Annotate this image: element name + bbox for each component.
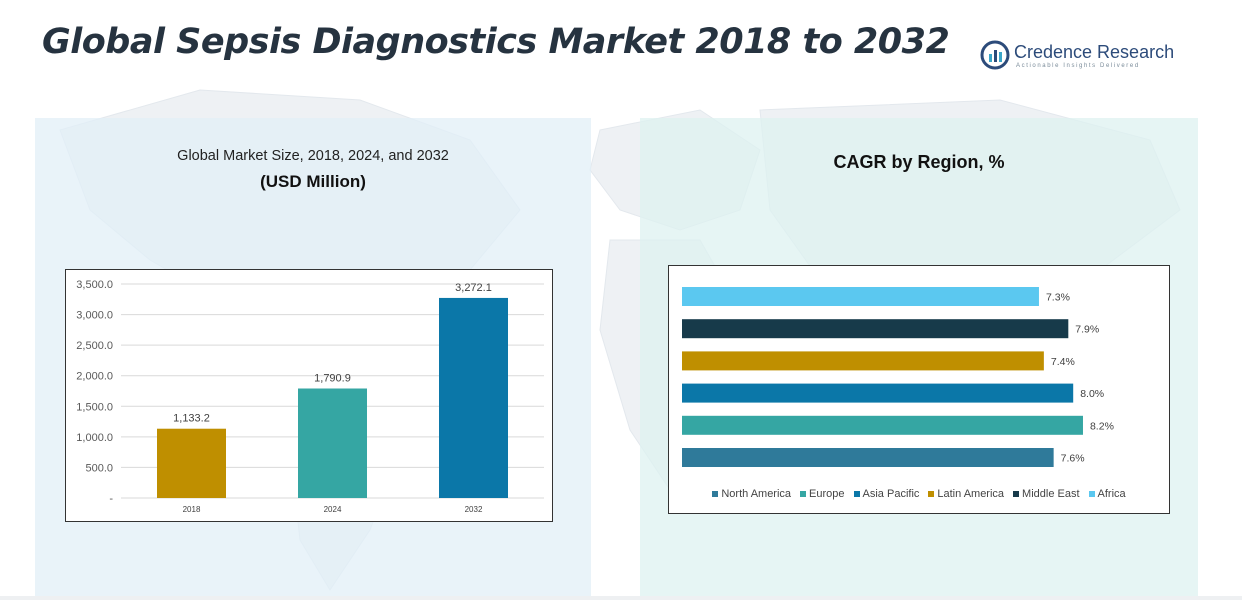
y-tick-label: 500.0 bbox=[85, 462, 113, 474]
bar-2024 bbox=[298, 388, 367, 498]
bar-europe bbox=[682, 415, 1083, 435]
legend-item: Europe bbox=[800, 488, 845, 500]
bottom-strip bbox=[0, 596, 1242, 600]
bar-value-label: 3,272.1 bbox=[455, 282, 492, 294]
market-size-chart: - 500.0 1,000.0 1,500.0 2,000.0 2,500.0 3,000.… bbox=[65, 269, 553, 522]
legend-item: Africa bbox=[1088, 488, 1126, 500]
market-size-chart-subtitle: (USD Million) bbox=[260, 172, 366, 191]
bar-value-label: 8.0% bbox=[1080, 388, 1104, 400]
legend-label: Africa bbox=[1097, 488, 1126, 500]
cagr-legend: North America Europe Asia Pacific Latin Ame… bbox=[669, 488, 1169, 500]
bar-value-label: 7.6% bbox=[1061, 453, 1085, 465]
logo-tagline: Actionable Insights Delivered bbox=[1016, 63, 1140, 69]
bar-latin-america bbox=[682, 351, 1044, 371]
bar-value-label: 7.4% bbox=[1051, 356, 1075, 368]
bar-value-label: 7.9% bbox=[1075, 324, 1099, 336]
bar-africa bbox=[682, 287, 1039, 306]
y-tick-label: 1,000.0 bbox=[76, 432, 113, 444]
bar-value-label: 1,790.9 bbox=[314, 372, 351, 384]
bar-value-label: 8.2% bbox=[1090, 420, 1114, 432]
legend-swatch bbox=[712, 491, 719, 497]
legend-item: Asia Pacific bbox=[853, 488, 920, 500]
cagr-chart: 7.3% 7.9% 7.4% 8.0% 8.2% 7.6% North America Eu… bbox=[668, 265, 1170, 514]
x-tick-label: 2024 bbox=[324, 505, 342, 514]
y-tick-label: 2,000.0 bbox=[76, 371, 113, 383]
cagr-bar-chart: 7.3% 7.9% 7.4% 8.0% 8.2% 7.6% bbox=[682, 287, 1114, 467]
y-tick-label: 3,000.0 bbox=[76, 310, 113, 322]
bar-2018 bbox=[157, 428, 226, 498]
legend-item: Latin America bbox=[928, 488, 1004, 500]
market-size-bar-chart: - 500.0 1,000.0 1,500.0 2,000.0 2,500.0 3,000.… bbox=[76, 279, 544, 514]
cagr-chart-title: CAGR by Region, % bbox=[833, 152, 1005, 172]
bar-value-label: 7.3% bbox=[1046, 292, 1070, 304]
legend-label: Asia Pacific bbox=[862, 488, 920, 500]
x-tick-label: 2018 bbox=[183, 505, 201, 514]
legend-label: Latin America bbox=[937, 488, 1005, 500]
legend-swatch bbox=[928, 491, 935, 497]
bar-north-america bbox=[682, 448, 1054, 467]
legend-swatch bbox=[1013, 491, 1020, 497]
legend-swatch bbox=[800, 491, 807, 497]
legend-label: Middle East bbox=[1022, 488, 1080, 500]
credence-research-logo: Credence Research Actionable Insights De… bbox=[980, 40, 1180, 74]
legend-swatch bbox=[853, 491, 860, 497]
legend-item: Middle East bbox=[1013, 488, 1080, 500]
page-title: Global Sepsis Diagnostics Market 2018 to… bbox=[42, 22, 950, 62]
market-size-chart-title: Global Market Size, 2018, 2024, and 2032 bbox=[177, 148, 449, 164]
y-tick-label: 3,500.0 bbox=[76, 279, 113, 291]
bar-middle-east bbox=[682, 319, 1069, 339]
y-tick-label: - bbox=[109, 493, 113, 505]
bar-asia-pacific bbox=[682, 383, 1074, 403]
legend-label: North America bbox=[721, 488, 792, 500]
legend-label: Europe bbox=[809, 488, 845, 500]
logo-name: Credence Research bbox=[1014, 42, 1175, 62]
bar-value-label: 1,133.2 bbox=[173, 413, 210, 425]
bar-2032 bbox=[439, 297, 508, 498]
legend-item: North America bbox=[712, 488, 791, 500]
y-tick-label: 1,500.0 bbox=[76, 401, 113, 413]
x-tick-label: 2032 bbox=[465, 505, 483, 514]
logo-mark-icon bbox=[980, 40, 1010, 70]
legend-swatch bbox=[1088, 491, 1095, 497]
y-tick-label: 2,500.0 bbox=[76, 340, 113, 352]
